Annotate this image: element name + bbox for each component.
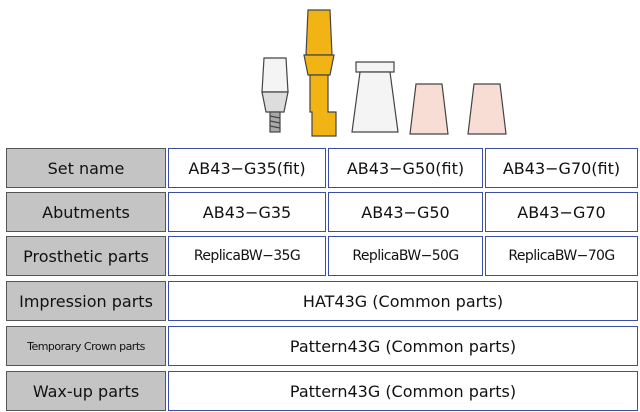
table-cell: AB43−G70(fit) (485, 148, 638, 188)
table-cell: ReplicaBW−50G (328, 236, 483, 276)
row-header: Temporary Crown parts (6, 326, 166, 366)
table-cell: AB43−G70 (485, 192, 638, 232)
table-cell: AB43−G50 (328, 192, 483, 232)
parts-illustration (261, 9, 507, 137)
row-header: Abutments (6, 192, 166, 232)
table-cell: AB43−G50(fit) (328, 148, 483, 188)
table-cell: Pattern43G (Common parts) (168, 326, 638, 366)
table-cell: Pattern43G (Common parts) (168, 371, 638, 411)
row-header: Prosthetic parts (6, 236, 166, 276)
table-cell: ReplicaBW−35G (168, 236, 326, 276)
row-header: Impression parts (6, 281, 166, 321)
table-cell: HAT43G (Common parts) (168, 281, 638, 321)
row-header: Wax-up parts (6, 371, 166, 411)
table-cell: AB43−G35(fit) (168, 148, 326, 188)
row-header: Set name (6, 148, 166, 188)
table-cell: AB43−G35 (168, 192, 326, 232)
table-cell: ReplicaBW−70G (485, 236, 638, 276)
